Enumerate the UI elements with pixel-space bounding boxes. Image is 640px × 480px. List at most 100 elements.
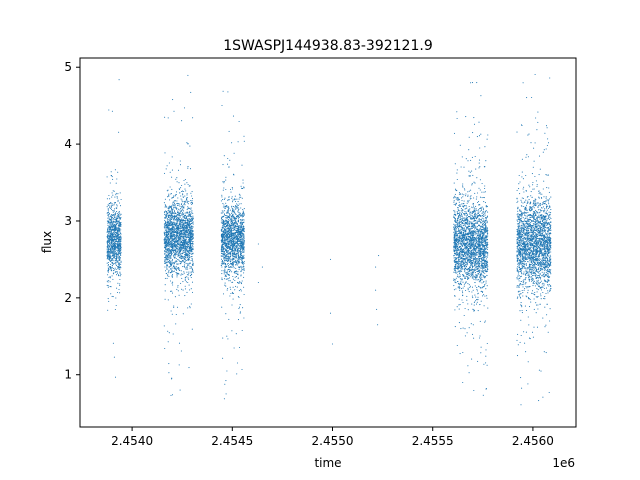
data-point [113, 210, 115, 212]
data-point [190, 192, 192, 194]
data-point [170, 229, 172, 231]
data-point [112, 248, 114, 250]
data-point [110, 253, 112, 255]
data-point [108, 276, 110, 278]
data-point [226, 212, 228, 214]
data-point [243, 187, 245, 189]
data-point [115, 194, 117, 196]
data-point [180, 219, 182, 221]
data-point [106, 255, 108, 257]
data-point [174, 227, 176, 229]
data-point [110, 245, 112, 247]
data-point [232, 275, 234, 278]
data-point [234, 249, 236, 251]
data-point [232, 281, 234, 283]
data-point [221, 277, 223, 279]
data-point [170, 209, 172, 212]
data-point [171, 197, 173, 199]
data-point [237, 263, 239, 265]
data-point [234, 258, 236, 260]
data-point [188, 212, 190, 214]
data-point [175, 257, 177, 260]
data-point [228, 207, 230, 210]
data-point [188, 256, 190, 258]
data-point [170, 252, 172, 254]
data-point [185, 227, 187, 229]
data-point [180, 187, 182, 189]
data-point [168, 195, 170, 197]
data-point [165, 235, 167, 237]
data-point [108, 225, 110, 227]
data-point [110, 208, 113, 210]
data-point [164, 243, 166, 245]
data-point [228, 273, 230, 275]
data-point [241, 235, 243, 237]
data-point [225, 217, 227, 219]
data-point [115, 235, 117, 237]
data-point [186, 222, 188, 224]
data-point [118, 231, 120, 233]
data-point [189, 231, 192, 233]
data-point [109, 255, 111, 257]
data-point [179, 269, 181, 272]
data-point [169, 199, 171, 201]
data-point [235, 272, 238, 274]
data-point [240, 262, 243, 264]
data-point [173, 233, 175, 236]
data-point [224, 284, 226, 286]
data-point [167, 258, 169, 260]
data-point [243, 268, 245, 270]
data-point [235, 252, 238, 254]
data-point [190, 251, 193, 253]
data-point [107, 214, 109, 216]
data-point [109, 225, 111, 227]
data-point [111, 252, 113, 254]
data-point [106, 262, 108, 264]
data-point [119, 272, 121, 274]
data-point [465, 232, 467, 234]
data-point [114, 231, 116, 233]
data-point [182, 281, 184, 283]
data-point [192, 245, 194, 247]
data-point [226, 253, 228, 255]
data-point [186, 200, 189, 202]
data-point [178, 232, 180, 234]
data-point [174, 212, 177, 214]
data-point [186, 263, 188, 265]
data-point [227, 209, 229, 211]
data-point [239, 281, 241, 283]
data-point [478, 211, 480, 213]
data-point [182, 260, 184, 262]
data-point [231, 235, 233, 237]
data-point [186, 235, 188, 237]
data-point [171, 290, 173, 292]
data-point [243, 221, 245, 223]
data-point [163, 239, 165, 241]
data-point [224, 243, 226, 245]
data-point [168, 208, 170, 210]
data-point [191, 198, 194, 200]
data-point [106, 252, 108, 254]
data-point [119, 271, 121, 273]
data-point [190, 232, 193, 234]
data-point [170, 268, 172, 270]
data-point [183, 213, 185, 216]
data-point [120, 198, 122, 201]
data-point [239, 247, 241, 249]
data-point [164, 152, 166, 154]
data-point [116, 212, 118, 214]
data-point [243, 219, 245, 221]
data-point [114, 229, 116, 231]
data-point [107, 265, 109, 267]
data-point [178, 294, 180, 296]
data-point [115, 192, 117, 194]
data-point [190, 239, 192, 241]
data-point [221, 240, 223, 242]
data-point [177, 219, 179, 221]
data-point [176, 177, 178, 179]
data-point [243, 235, 245, 237]
data-point [109, 182, 111, 184]
data-point [230, 226, 232, 228]
data-point [175, 215, 177, 217]
data-point [181, 201, 183, 203]
